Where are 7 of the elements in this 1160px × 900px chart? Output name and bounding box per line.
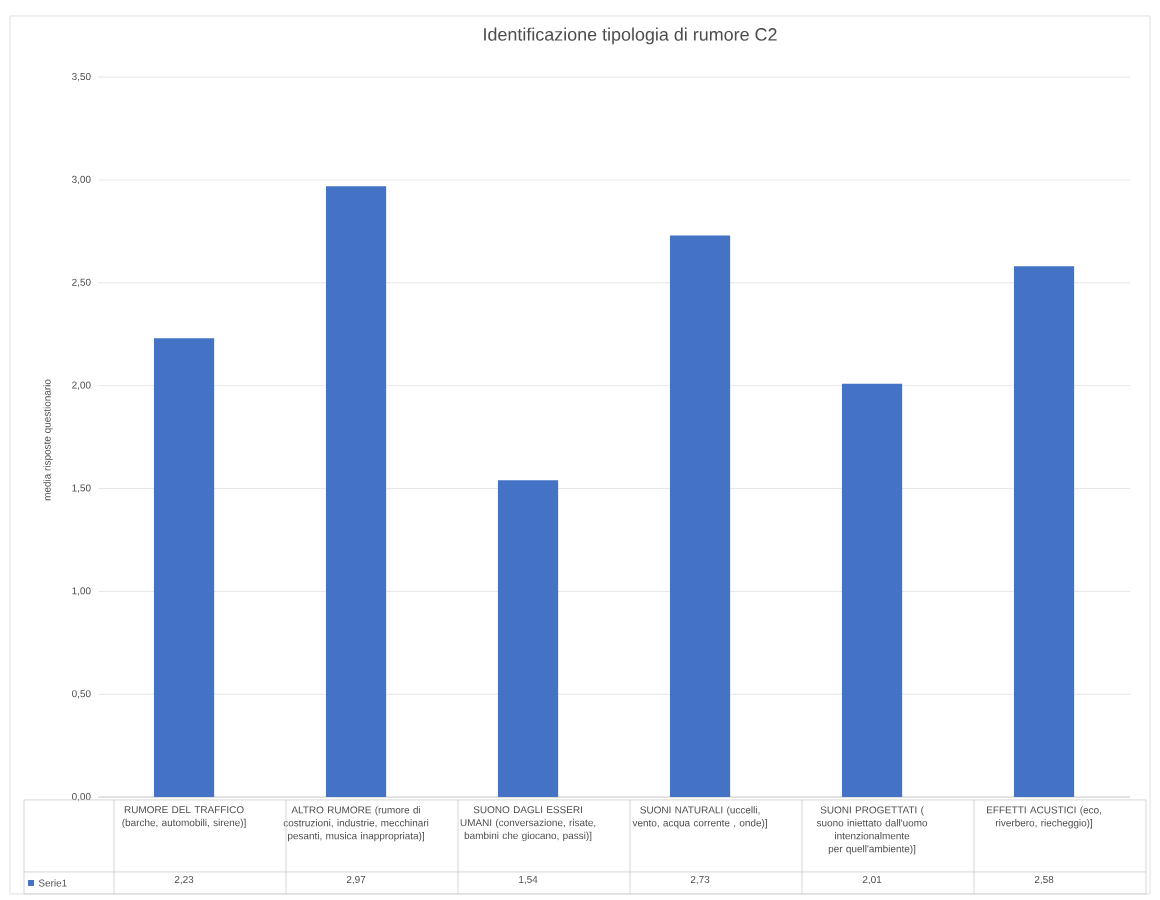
bar <box>153 338 215 798</box>
bar <box>325 186 387 798</box>
bar <box>669 235 731 798</box>
bar <box>841 383 903 798</box>
chart-title: Identificazione tipologia di rumore C2 <box>484 27 777 45</box>
bar <box>497 480 559 798</box>
bar <box>1013 266 1075 798</box>
